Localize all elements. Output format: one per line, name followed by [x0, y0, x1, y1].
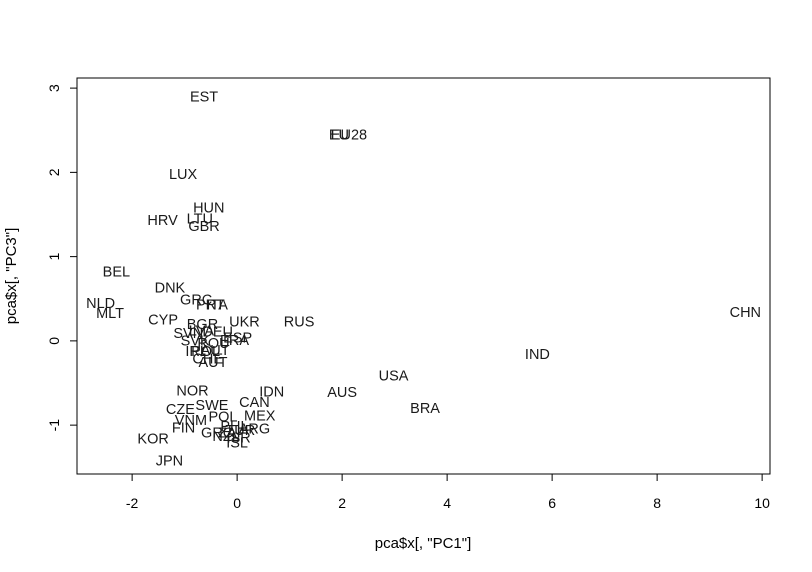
- point-label-jpn: JPN: [156, 453, 183, 469]
- point-label-irl: IRL: [185, 344, 208, 360]
- point-label-kor: KOR: [137, 431, 168, 447]
- point-label-cze: CZE: [166, 402, 195, 418]
- point-label-nld: NLD: [86, 296, 115, 312]
- point-label-ltu: LTU: [187, 212, 213, 228]
- point-label-eu: EU: [329, 127, 349, 143]
- point-label-nor: NOR: [176, 383, 208, 399]
- x-tick-label: -2: [126, 495, 139, 511]
- point-label-hun: HUN: [193, 201, 224, 217]
- point-label-swe: SWE: [195, 398, 228, 414]
- point-label-ukr: UKR: [229, 314, 260, 330]
- point-label-pol: POL: [191, 344, 220, 360]
- y-axis-label: pca$x[, "PC3"]: [3, 228, 20, 325]
- point-label-bra: BRA: [410, 401, 440, 417]
- point-label-arg: ARG: [239, 421, 270, 437]
- point-label-lva: LVA: [189, 324, 215, 340]
- point-label-eu28: EU28: [331, 127, 367, 143]
- point-label-dnk: DNK: [155, 281, 186, 297]
- point-label-rou: ROU: [197, 336, 229, 352]
- point-label-esp: ESP: [223, 330, 252, 346]
- point-label-che: CHE: [192, 351, 223, 367]
- point-label-ind: IND: [525, 347, 550, 363]
- point-label-bgr: BGR: [187, 317, 218, 333]
- y-tick-label: 0: [46, 337, 62, 345]
- point-label-vnm: VNM: [175, 413, 207, 429]
- x-tick-label: 0: [233, 495, 241, 511]
- point-label-ita: ITA: [206, 297, 228, 313]
- point-label-grc: GRC: [180, 292, 212, 308]
- point-label-svk: SVK: [181, 334, 210, 350]
- point-label-lux: LUX: [169, 167, 198, 183]
- point-label-chn: CHN: [730, 305, 761, 321]
- point-label-phl: PHL: [220, 419, 248, 435]
- point-label-rus: RUS: [284, 314, 315, 330]
- point-label-prt: PRT: [196, 297, 225, 313]
- x-axis-label: pca$x[, "PC1"]: [375, 535, 472, 552]
- x-tick-label: 10: [754, 495, 770, 511]
- x-tick-label: 8: [653, 495, 661, 511]
- point-label-aut: AUT: [198, 355, 227, 371]
- x-tick-label: 2: [338, 495, 346, 511]
- point-label-fra: FRA: [220, 333, 249, 349]
- point-label-mex: MEX: [244, 409, 276, 425]
- point-label-bel: BEL: [103, 265, 130, 281]
- point-label-grc: GRC: [201, 426, 233, 442]
- point-label-can: CAN: [239, 395, 270, 411]
- point-label-deu: DEU: [202, 324, 233, 340]
- plot-frame: [76, 77, 771, 475]
- y-tick-label: 3: [46, 84, 62, 92]
- point-label-est: EST: [190, 89, 218, 105]
- y-tick-label: -1: [46, 419, 62, 432]
- point-label-isl: ISL: [226, 436, 248, 452]
- point-label-nzl: NZL: [212, 429, 239, 445]
- point-label-tur: TUR: [225, 423, 255, 439]
- y-tick-label: 2: [46, 168, 62, 176]
- point-label-pol: POL: [208, 410, 237, 426]
- y-tick-label: 1: [46, 253, 62, 261]
- point-label-mlt: MLT: [96, 306, 124, 322]
- point-label-isr: ISR: [227, 431, 251, 447]
- point-label-gbr: GBR: [188, 219, 219, 235]
- point-label-idn: IDN: [259, 384, 284, 400]
- x-tick-label: 4: [443, 495, 451, 511]
- point-label-hrv: HRV: [147, 213, 178, 229]
- point-label-zaf: ZAF: [218, 426, 246, 442]
- point-label-fin: FIN: [172, 421, 195, 437]
- x-tick-label: 6: [548, 495, 556, 511]
- point-label-cyp: CYP: [148, 313, 178, 329]
- point-label-aus: AUS: [327, 385, 357, 401]
- point-label-aut: AUT: [201, 343, 230, 359]
- point-label-svn: SVN: [173, 326, 203, 342]
- point-label-usa: USA: [379, 368, 409, 384]
